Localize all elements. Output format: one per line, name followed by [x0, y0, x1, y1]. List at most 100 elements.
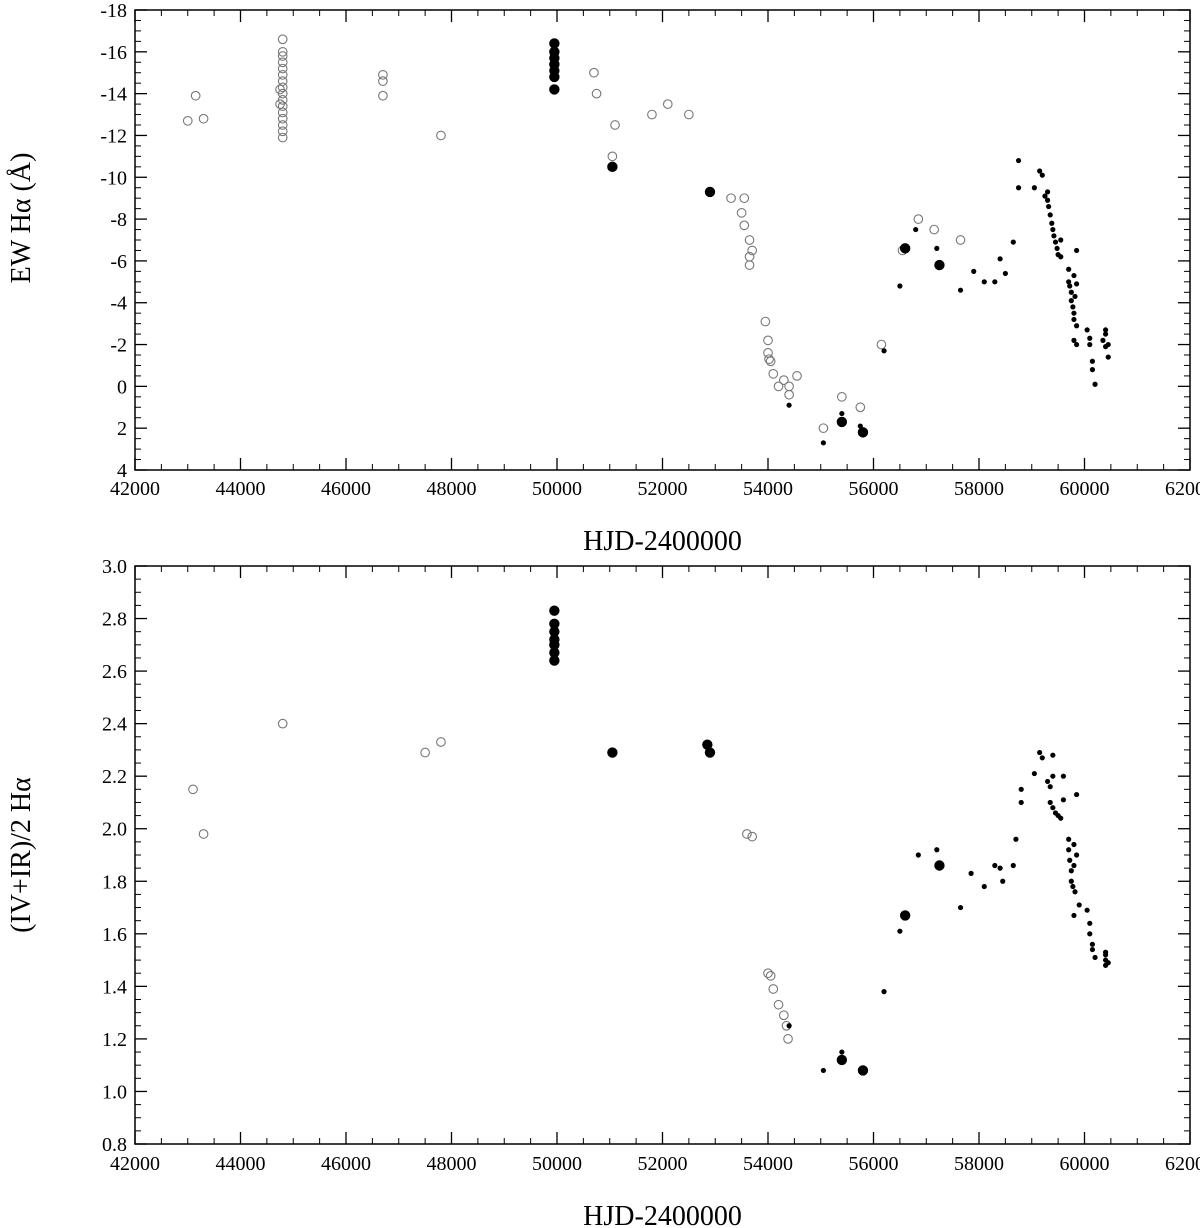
small-dot-point [957, 904, 964, 911]
small-dot-point [1047, 799, 1053, 806]
y-tick-label: 2.4 [102, 714, 127, 736]
small-dot-point [1072, 293, 1078, 300]
small-dot-point [1037, 749, 1043, 756]
small-dot-point [1066, 847, 1072, 853]
small-dot-point [1087, 931, 1093, 937]
small-dot-point [857, 423, 863, 429]
small-dot-point [1044, 197, 1051, 203]
y-tick-label: 2.8 [102, 609, 127, 631]
small-dot-point [1089, 946, 1096, 953]
small-dot-point [1051, 233, 1057, 239]
small-dot-point [1039, 172, 1045, 178]
small-dot-point [1018, 799, 1024, 806]
y-axis-title: (IV+IR)/2 Hα [6, 777, 37, 933]
small-dot-point [1054, 245, 1060, 251]
small-dot-point [1050, 226, 1056, 233]
small-dot-point [1089, 358, 1096, 364]
y-tick-label: -4 [110, 293, 127, 315]
open-circle-point [778, 375, 789, 385]
y-tick-label: 1.0 [102, 1081, 127, 1103]
open-circle-point [647, 109, 657, 120]
y-tick-label: -2 [110, 335, 127, 357]
small-dot-point [1002, 270, 1008, 277]
small-dot-point [1066, 266, 1072, 272]
x-tick-label: 44000 [216, 478, 266, 500]
open-circle-point [607, 151, 618, 162]
small-dot-point [1044, 778, 1051, 785]
open-circle-point [277, 34, 288, 45]
small-dot-point [1068, 878, 1074, 884]
x-tick-label: 56000 [849, 1153, 899, 1175]
open-circle-point [955, 235, 966, 245]
small-dot-point [957, 287, 964, 293]
x-tick-label: 42000 [110, 1153, 160, 1175]
open-circle-point [773, 381, 784, 392]
open-circle-point [591, 88, 602, 99]
open-circle-point [277, 57, 288, 68]
x-tick-label: 46000 [321, 478, 371, 500]
open-circle-point [768, 368, 779, 379]
small-dot-point [1042, 193, 1048, 199]
filled-circle-point [836, 1054, 848, 1066]
open-circle-point [275, 84, 285, 95]
open-circle-point [190, 90, 201, 101]
x-tick-label: 54000 [743, 478, 793, 500]
open-circle-point [378, 90, 388, 101]
filled-circle-point [607, 161, 618, 173]
small-dot-point [1050, 752, 1056, 758]
small-dot-point [1092, 954, 1098, 961]
y-tick-label: 1.4 [102, 976, 127, 998]
small-dot-point [1047, 212, 1053, 218]
small-dot-point [1031, 770, 1037, 777]
open-circle-point [764, 354, 774, 365]
small-dot-point [1000, 878, 1006, 884]
y-tick-label: 4 [117, 460, 127, 482]
y-tick-label: 1.8 [102, 871, 127, 893]
filled-circle-point [704, 186, 716, 198]
open-circle-point [763, 335, 773, 346]
small-dot-point [786, 1023, 792, 1029]
small-dot-point [1100, 337, 1106, 343]
small-dot-point [1089, 941, 1096, 947]
small-dot-point [1010, 239, 1016, 245]
small-dot-point [934, 847, 940, 853]
open-circle-point [855, 402, 866, 413]
small-dot-point [1073, 281, 1080, 287]
small-dot-point [1071, 841, 1077, 848]
small-dot-point [997, 865, 1003, 871]
open-circle-point [188, 784, 198, 795]
small-dot-point [1103, 327, 1109, 333]
small-dot-point [1084, 907, 1090, 913]
small-dot-point [1071, 316, 1077, 323]
small-dot-point [839, 1049, 845, 1055]
open-circle-point [765, 356, 776, 367]
y-axis-title: EW Hα (Å) [6, 153, 37, 284]
open-circle-point [198, 829, 209, 839]
open-circle-point [778, 1010, 789, 1021]
open-circle-point [765, 971, 776, 981]
open-circle-point [182, 115, 193, 126]
small-dot-point [1046, 203, 1052, 210]
small-dot-point [1073, 247, 1080, 254]
x-tick-label: 46000 [321, 1153, 371, 1175]
open-circle-point [739, 220, 750, 231]
small-dot-point [1052, 239, 1059, 245]
open-circle-point [768, 984, 779, 994]
filled-circle-point [857, 427, 869, 438]
x-tick-label: 44000 [216, 1153, 266, 1175]
filled-circle-point [934, 860, 945, 871]
x-tick-label: 58000 [954, 478, 1004, 500]
open-circle-point [277, 46, 288, 57]
small-dot-point [1066, 279, 1072, 285]
open-circle-point [763, 968, 773, 979]
open-circle-point [744, 235, 755, 245]
filled-circle-point [934, 259, 945, 271]
small-dot-point [1067, 283, 1073, 289]
small-dot-point [997, 256, 1003, 262]
open-circle-point [744, 260, 755, 270]
small-dot-point [1015, 185, 1022, 191]
small-dot-point [1037, 168, 1043, 174]
y-tick-label: -16 [100, 42, 127, 64]
small-dot-point [1068, 298, 1074, 304]
